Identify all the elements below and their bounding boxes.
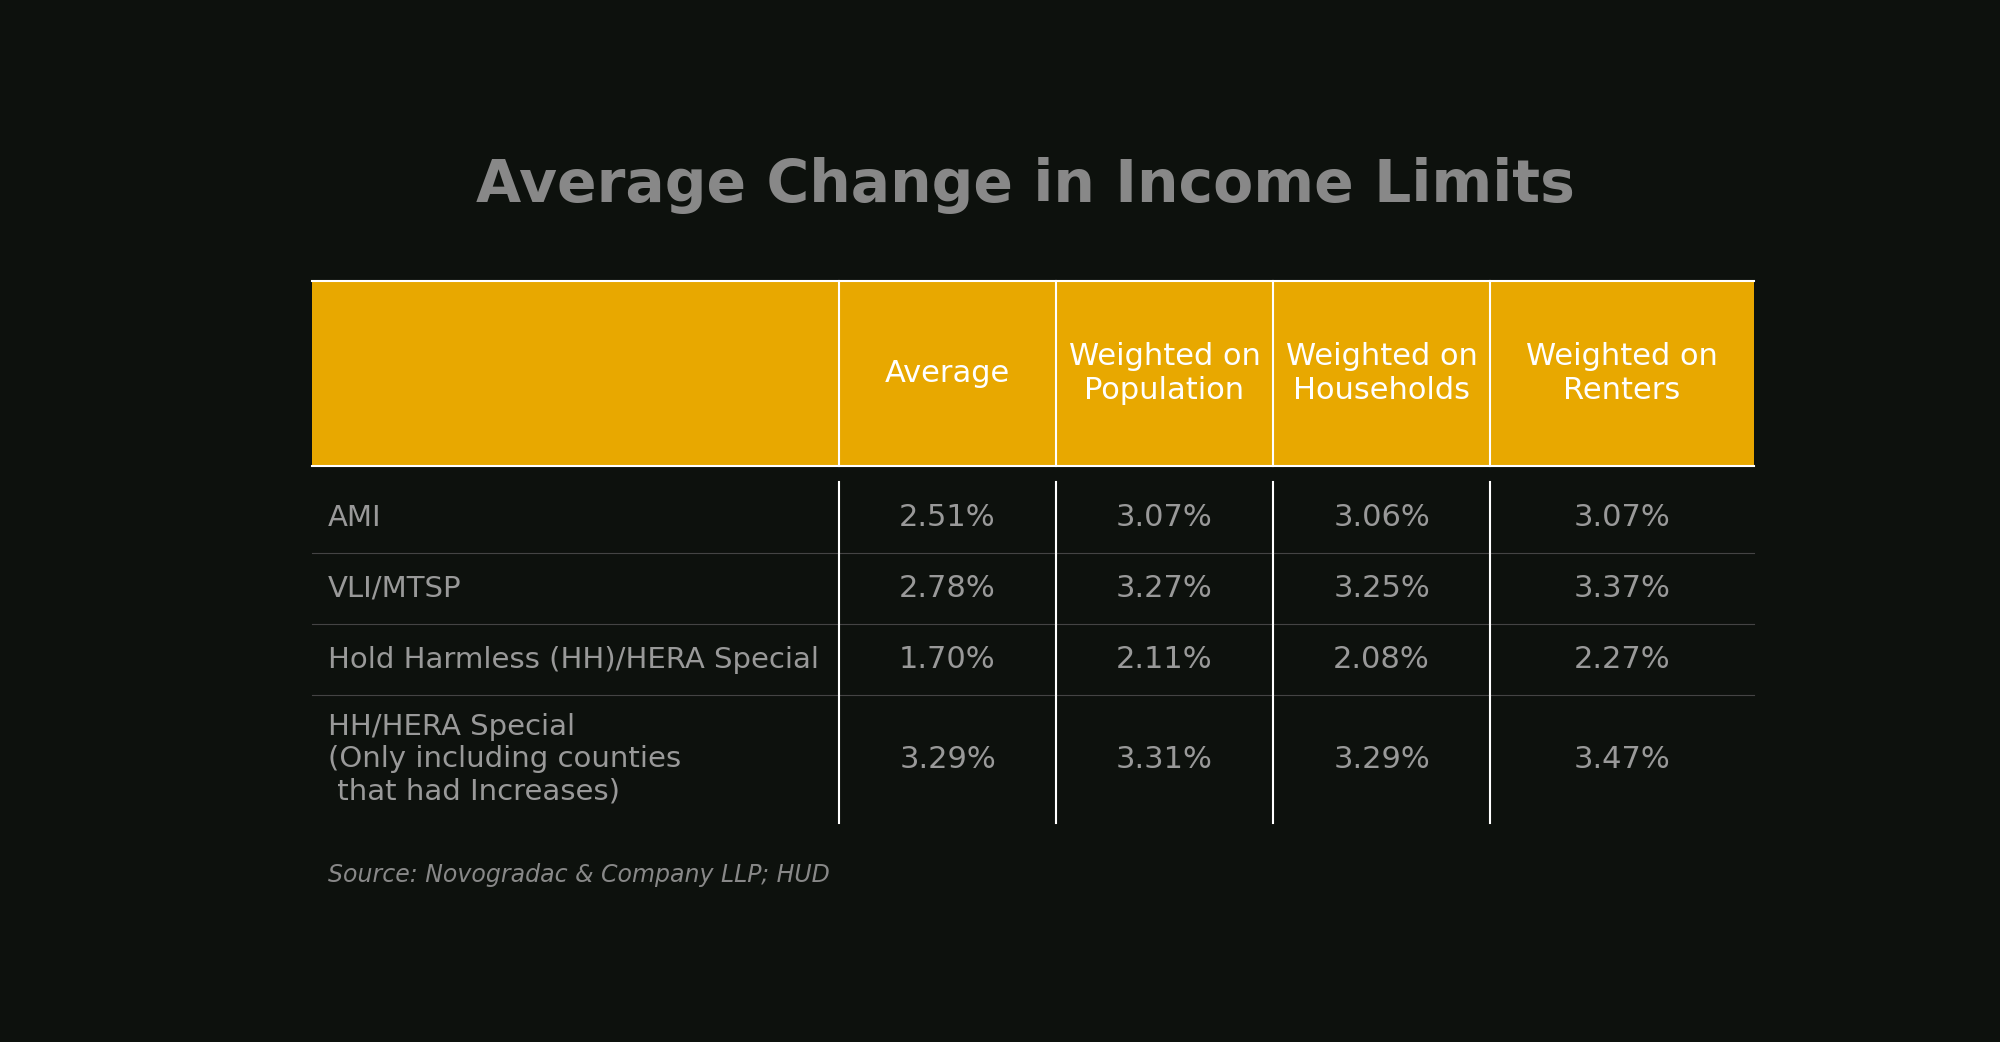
Text: Source: Novogradac & Company LLP; HUD: Source: Novogradac & Company LLP; HUD [328,863,830,887]
Text: 3.37%: 3.37% [1574,574,1670,603]
Text: Weighted on
Population: Weighted on Population [1068,343,1260,405]
Text: 2.78%: 2.78% [900,574,996,603]
Text: 3.29%: 3.29% [900,745,996,773]
Text: 2.11%: 2.11% [1116,645,1212,674]
Text: Weighted on
Households: Weighted on Households [1286,343,1478,405]
Text: 2.08%: 2.08% [1334,645,1430,674]
Text: AMI: AMI [328,503,382,531]
Text: Weighted on
Renters: Weighted on Renters [1526,343,1718,405]
Text: 1.70%: 1.70% [900,645,996,674]
Text: Average Change in Income Limits: Average Change in Income Limits [476,156,1574,214]
Text: Average: Average [884,359,1010,389]
Text: 3.47%: 3.47% [1574,745,1670,773]
Text: 2.51%: 2.51% [900,503,996,532]
Text: HH/HERA Special
(Only including counties
 that had Increases): HH/HERA Special (Only including counties… [328,713,680,805]
Text: VLI/MTSP: VLI/MTSP [328,574,462,602]
Text: 3.25%: 3.25% [1334,574,1430,603]
Text: 2.27%: 2.27% [1574,645,1670,674]
Text: 3.07%: 3.07% [1574,503,1670,532]
Text: 3.29%: 3.29% [1334,745,1430,773]
Text: 3.06%: 3.06% [1334,503,1430,532]
Text: 3.31%: 3.31% [1116,745,1212,773]
Text: 3.27%: 3.27% [1116,574,1212,603]
Text: Hold Harmless (HH)/HERA Special: Hold Harmless (HH)/HERA Special [328,646,818,674]
Text: 3.07%: 3.07% [1116,503,1212,532]
